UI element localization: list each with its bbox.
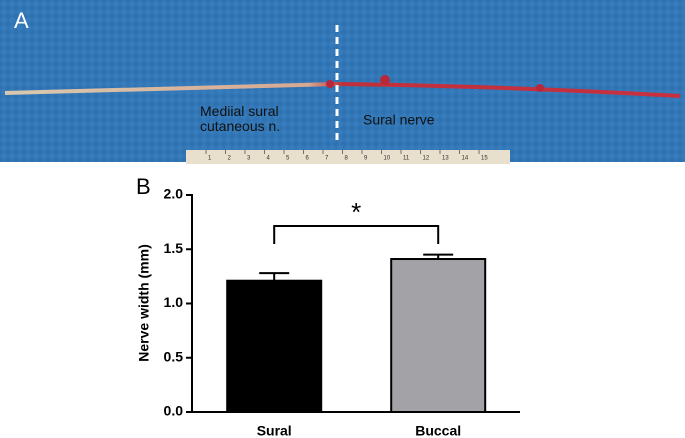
tissue xyxy=(536,84,544,92)
y-tick-label: 1.0 xyxy=(164,294,184,310)
ruler-label: 5 xyxy=(286,156,290,162)
photo: A Mediial sural cutaneous n. Sural nerve… xyxy=(0,0,685,164)
significance-label: * xyxy=(351,197,361,227)
ruler-label: 15 xyxy=(481,156,488,162)
ruler-label: 7 xyxy=(325,156,329,162)
x-tick-label: Sural xyxy=(257,423,292,438)
label-box: Mediial sural cutaneous n. xyxy=(200,104,281,134)
panel-label: A xyxy=(14,8,29,33)
y-axis-label: Nerve width (mm) xyxy=(136,244,152,361)
significance-bracket xyxy=(273,225,440,244)
ruler xyxy=(186,150,510,164)
ruler-labels: 1 2 3 4 5 6 7 8 9 10 11 12 13 14 15 xyxy=(205,150,488,162)
ruler-label: 3 xyxy=(247,156,251,162)
ruler-label: 10 xyxy=(384,156,391,162)
ruler-label: 13 xyxy=(442,156,449,162)
ruler-label: 9 xyxy=(364,156,368,162)
ruler-label: 2 xyxy=(228,156,232,162)
y-tick-label: 1.5 xyxy=(164,240,184,256)
bar xyxy=(226,279,323,413)
y-tick-label: 2.0 xyxy=(164,186,184,202)
chart: B Nerve width (mm) 0.0 0.5 1.0 1.5 2.0 Sural B… xyxy=(136,174,520,438)
ruler-label: 1 xyxy=(208,156,212,162)
tissue xyxy=(380,75,390,85)
ruler-label: 12 xyxy=(423,156,430,162)
ruler-label: 4 xyxy=(267,156,271,162)
ruler-label: 8 xyxy=(345,156,349,162)
tissue xyxy=(326,80,334,88)
right-label: Sural nerve xyxy=(363,112,435,128)
ruler-label: 6 xyxy=(306,156,310,162)
nerve xyxy=(4,81,681,98)
y-tick-label: 0.5 xyxy=(164,348,184,364)
x-tick-label: Buccal xyxy=(415,423,461,438)
left-label: Mediial sural cutaneous n. xyxy=(200,104,281,134)
ruler-label: 14 xyxy=(462,156,469,162)
ruler-label: 11 xyxy=(403,156,410,162)
photo-background xyxy=(0,0,685,162)
bar xyxy=(390,258,487,414)
panel-label: B xyxy=(136,174,151,199)
y-tick-label: 0.0 xyxy=(164,403,184,419)
